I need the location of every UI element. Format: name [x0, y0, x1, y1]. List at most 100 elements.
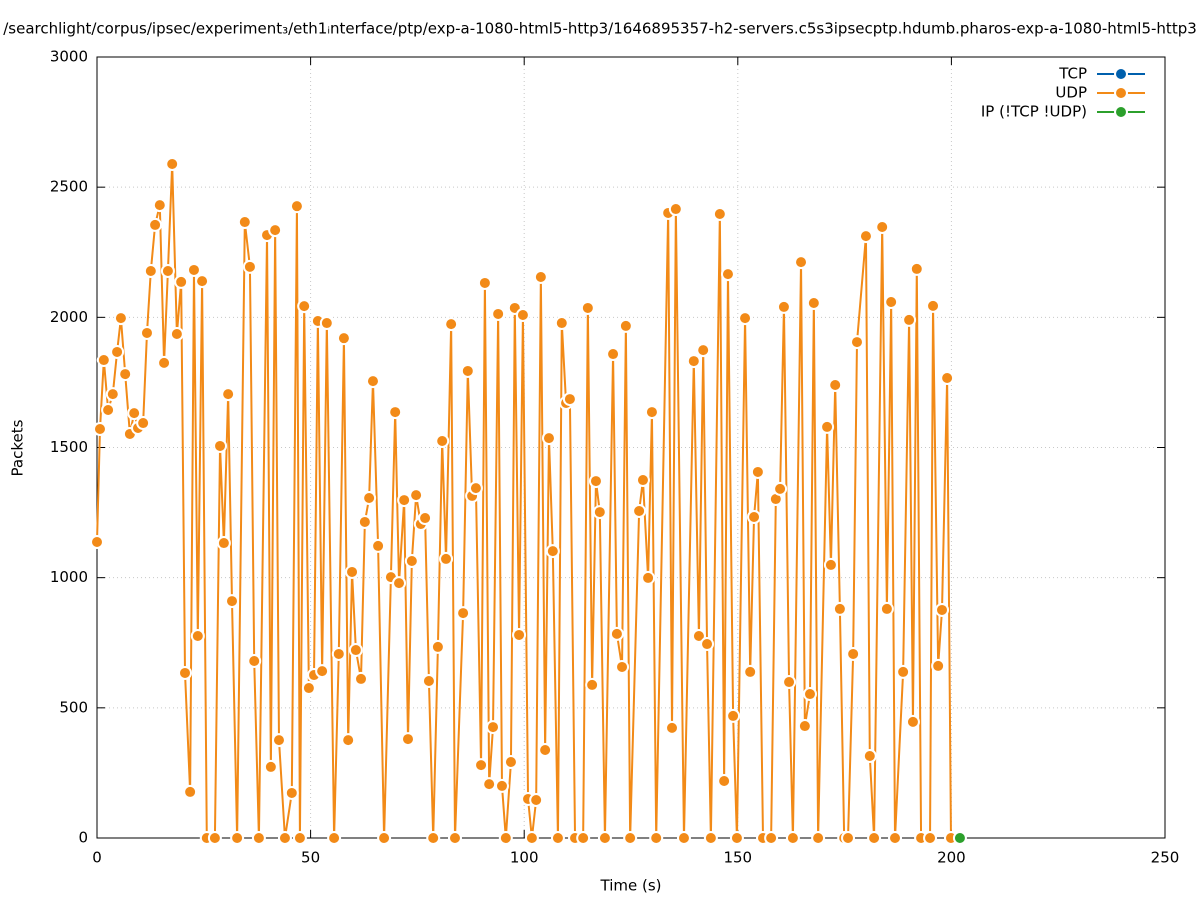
data-point [127, 406, 142, 421]
data-point [207, 831, 222, 845]
data-point [92, 422, 107, 437]
data-point [105, 387, 120, 402]
data-point [118, 367, 133, 382]
data-point [216, 536, 231, 551]
data-point [362, 491, 377, 506]
data-point [691, 628, 706, 643]
data-point [562, 392, 577, 407]
data-point [354, 671, 369, 686]
data-point [315, 664, 330, 679]
data-point [550, 831, 565, 845]
data-point [190, 628, 205, 643]
legend-label: TCP [1058, 65, 1087, 83]
data-point [952, 831, 967, 845]
data-point [641, 570, 656, 585]
data-point [909, 261, 924, 276]
legend-marker [1114, 67, 1128, 81]
data-point [867, 831, 882, 845]
data-point [931, 658, 946, 673]
data-point [224, 594, 239, 609]
data-point [284, 785, 299, 800]
data-point [649, 831, 664, 845]
y-tick-label: 0 [78, 829, 88, 847]
data-point [935, 602, 950, 617]
data-point [841, 831, 856, 845]
legend-marker [1114, 86, 1128, 100]
data-point [101, 403, 116, 418]
data-point [696, 343, 711, 358]
data-point [426, 831, 441, 845]
data-point [418, 511, 433, 526]
data-point [554, 316, 569, 331]
data-point [494, 778, 509, 793]
data-point [345, 564, 360, 579]
data-point [263, 759, 278, 774]
data-point [401, 732, 416, 747]
data-point [96, 353, 111, 368]
data-point [174, 274, 189, 289]
data-point [729, 831, 744, 845]
data-point [926, 298, 941, 313]
data-point [183, 784, 198, 799]
data-point [377, 831, 392, 845]
data-point [576, 831, 591, 845]
data-point [456, 606, 471, 621]
chart-title: /searchlight/corpus/ipsec/experiment₃/et… [3, 20, 1197, 38]
y-tick-label: 2500 [50, 178, 88, 196]
data-point [230, 831, 245, 845]
data-point [482, 777, 497, 792]
y-axis-label: Packets [9, 419, 27, 476]
data-point [764, 831, 779, 845]
data-point [773, 481, 788, 496]
data-point [668, 202, 683, 217]
data-point [444, 317, 459, 332]
data-point [165, 156, 180, 171]
data-point [905, 714, 920, 729]
data-point [665, 720, 680, 735]
data-point [148, 217, 163, 232]
data-point [242, 259, 257, 274]
data-point [644, 405, 659, 420]
data-point [512, 627, 527, 642]
data-point [940, 370, 955, 385]
data-point [397, 493, 412, 508]
data-point [592, 505, 607, 520]
data-point [365, 374, 380, 389]
data-point [404, 554, 419, 569]
x-tick-label: 50 [301, 849, 320, 867]
data-point [503, 754, 518, 769]
data-point [301, 681, 316, 696]
data-point [533, 269, 548, 284]
data-point [491, 306, 506, 321]
y-tick-label: 1500 [50, 438, 88, 456]
data-point [785, 831, 800, 845]
data-point [923, 831, 938, 845]
data-point [585, 677, 600, 692]
data-point [828, 378, 843, 393]
y-tick-label: 500 [59, 698, 88, 716]
data-point [477, 275, 492, 290]
data-point [846, 646, 861, 661]
data-point [896, 664, 911, 679]
legend-label: UDP [1055, 84, 1087, 102]
legend-label: IP (!TCP !UDP) [981, 103, 1087, 121]
data-point [178, 665, 193, 680]
data-point [676, 831, 691, 845]
y-tick-label: 1000 [50, 568, 88, 586]
data-point [221, 387, 236, 402]
data-point [615, 659, 630, 674]
data-point [292, 831, 307, 845]
data-point [700, 637, 715, 652]
data-point [806, 296, 821, 311]
data-point [524, 831, 539, 845]
data-point [782, 675, 797, 690]
data-point [717, 773, 732, 788]
data-point [341, 733, 356, 748]
data-point [609, 626, 624, 641]
data-point [388, 405, 403, 420]
data-point [875, 219, 890, 234]
data-point [336, 331, 351, 346]
data-point [468, 481, 483, 496]
